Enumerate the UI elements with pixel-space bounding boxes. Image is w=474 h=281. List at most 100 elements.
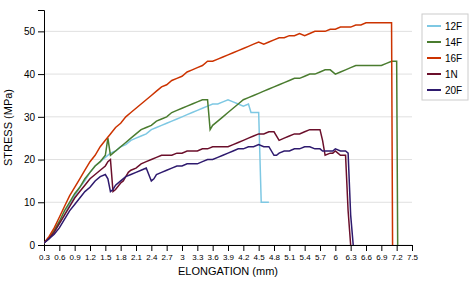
tick-label: 6.6: [361, 253, 373, 262]
tick: 10: [24, 197, 44, 208]
tick-label: 3: [180, 253, 185, 262]
tick-label: 0.6: [54, 253, 66, 262]
y-axis-title: STRESS (MPa): [2, 89, 14, 166]
tick-label: 6.9: [376, 253, 388, 262]
plot: 0.30.60.91.21.51.82.12.42.733.33.63.94.2…: [24, 11, 419, 262]
tick-mark: [38, 202, 44, 203]
legend-frame: [422, 14, 468, 100]
tick-label: 0: [29, 240, 35, 251]
tick: 0.3: [39, 245, 51, 262]
tick: 6.3: [346, 245, 358, 262]
tick-label: 5.7: [315, 253, 327, 262]
tick-mark: [38, 117, 44, 118]
tick-label: 5.1: [284, 253, 296, 262]
tick-mark: [366, 245, 367, 251]
grid-line: [44, 31, 412, 32]
tick-mark: [259, 245, 260, 251]
tick-mark: [136, 245, 137, 251]
tick: 1.2: [85, 245, 97, 262]
tick-label: 50: [24, 26, 36, 37]
tick-label: 4.2: [238, 253, 250, 262]
tick-label: 7.5: [407, 253, 419, 262]
series-line: [44, 145, 353, 245]
tick-mark: [151, 245, 152, 251]
tick-mark: [121, 245, 122, 251]
tick-label: 2.1: [131, 253, 143, 262]
tick-mark: [320, 245, 321, 251]
tick-mark: [305, 245, 306, 251]
tick: 30: [24, 112, 44, 123]
tick-mark: [381, 245, 382, 251]
grid-line: [44, 116, 412, 117]
tick-label: 1.2: [85, 253, 97, 262]
tick-label: 6: [334, 253, 339, 262]
tick: 7.2: [392, 245, 404, 262]
tick: 0.6: [54, 245, 66, 262]
axis-line: [38, 11, 45, 246]
tick: 1.8: [116, 245, 128, 262]
tick-mark: [75, 245, 76, 251]
tick: 4.2: [238, 245, 250, 262]
tick-label: 2.4: [146, 253, 158, 262]
tick: 5.1: [284, 245, 296, 262]
tick-mark: [397, 245, 398, 251]
tick: 0: [29, 240, 44, 251]
legend-swatch: [427, 89, 441, 91]
tick: 2.1: [131, 245, 143, 262]
tick-mark: [38, 160, 44, 161]
x-axis-title: ELONGATION (mm): [178, 265, 278, 277]
legend-item: 12F: [427, 21, 462, 32]
tick-label: 20: [24, 154, 36, 165]
tick-mark: [90, 245, 91, 251]
grid-line: [44, 74, 412, 75]
tick-mark: [243, 245, 244, 251]
axis-line: [45, 246, 413, 252]
grid-line: [44, 202, 412, 203]
tick-label: 1.8: [116, 253, 128, 262]
tick-label: 4.8: [269, 253, 281, 262]
legend-label: 12F: [445, 21, 462, 32]
tick: 3.6: [208, 245, 220, 262]
tick-label: 30: [24, 112, 36, 123]
tick: 2.4: [146, 245, 158, 262]
tick-label: 3.9: [223, 253, 235, 262]
tick-mark: [38, 245, 44, 246]
tick-label: 2.7: [162, 253, 174, 262]
tick-label: 10: [24, 197, 36, 208]
legend-swatch: [427, 25, 441, 27]
tick: 4.5: [254, 245, 266, 262]
tick-label: 4.5: [254, 253, 266, 262]
tick-label: 0.3: [39, 253, 51, 262]
grid-line: [44, 159, 412, 160]
legend-item: 20F: [427, 85, 462, 96]
tick-label: 7.2: [392, 253, 404, 262]
tick: 20: [24, 154, 44, 165]
tick: 3.3: [192, 245, 204, 262]
tick: 2.7: [162, 245, 174, 262]
tick: 3: [180, 245, 185, 262]
tick-label: 0.9: [70, 253, 82, 262]
legend-label: 1N: [445, 69, 458, 80]
legend-label: 16F: [445, 53, 462, 64]
legend-item: 1N: [427, 69, 458, 80]
tick: 4.8: [269, 245, 281, 262]
y-grid: [44, 31, 412, 245]
tick-mark: [213, 245, 214, 251]
tick-mark: [105, 245, 106, 251]
tick-mark: [289, 245, 290, 251]
tick-label: 3.6: [208, 253, 220, 262]
tick: 6.6: [361, 245, 373, 262]
legend-item: 14F: [427, 37, 462, 48]
tick: 6.9: [376, 245, 388, 262]
tick: 50: [24, 26, 44, 37]
tick-mark: [38, 31, 44, 32]
tick-mark: [38, 74, 44, 75]
lines: [44, 23, 398, 245]
tick: 3.9: [223, 245, 235, 262]
chart: 0.30.60.91.21.51.82.12.42.733.33.63.94.2…: [0, 0, 474, 281]
tick-mark: [167, 245, 168, 251]
tick-label: 40: [24, 69, 36, 80]
tick: 5.7: [315, 245, 327, 262]
legend-item: 16F: [427, 53, 462, 64]
tick: 5.4: [300, 245, 312, 262]
